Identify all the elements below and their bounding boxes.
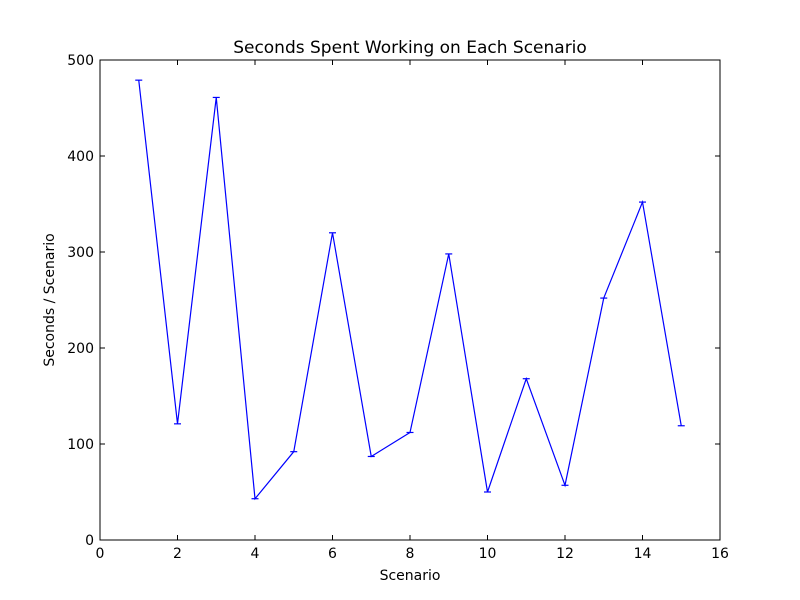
y-tick-label: 300 xyxy=(67,245,94,261)
y-axis-label: Seconds / Scenario xyxy=(42,233,58,366)
x-tick-label: 8 xyxy=(406,546,415,562)
y-tick-label: 500 xyxy=(67,53,94,69)
y-tick-label: 400 xyxy=(67,149,94,165)
x-tick-label: 0 xyxy=(96,546,105,562)
x-tick-label: 12 xyxy=(556,546,574,562)
x-tick-label: 4 xyxy=(251,546,260,562)
x-tick-label: 6 xyxy=(328,546,337,562)
x-tick-label: 14 xyxy=(634,546,652,562)
x-tick-label: 16 xyxy=(711,546,729,562)
y-tick-label: 0 xyxy=(85,533,94,549)
chart-title: Seconds Spent Working on Each Scenario xyxy=(233,38,587,58)
x-tick-label: 10 xyxy=(479,546,497,562)
y-tick-label: 200 xyxy=(67,341,94,357)
plot-frame xyxy=(99,59,721,541)
x-axis-label: Scenario xyxy=(380,568,441,584)
x-tick-label: 2 xyxy=(173,546,182,562)
series-layer xyxy=(135,79,685,501)
y-tick-label: 100 xyxy=(67,437,94,453)
